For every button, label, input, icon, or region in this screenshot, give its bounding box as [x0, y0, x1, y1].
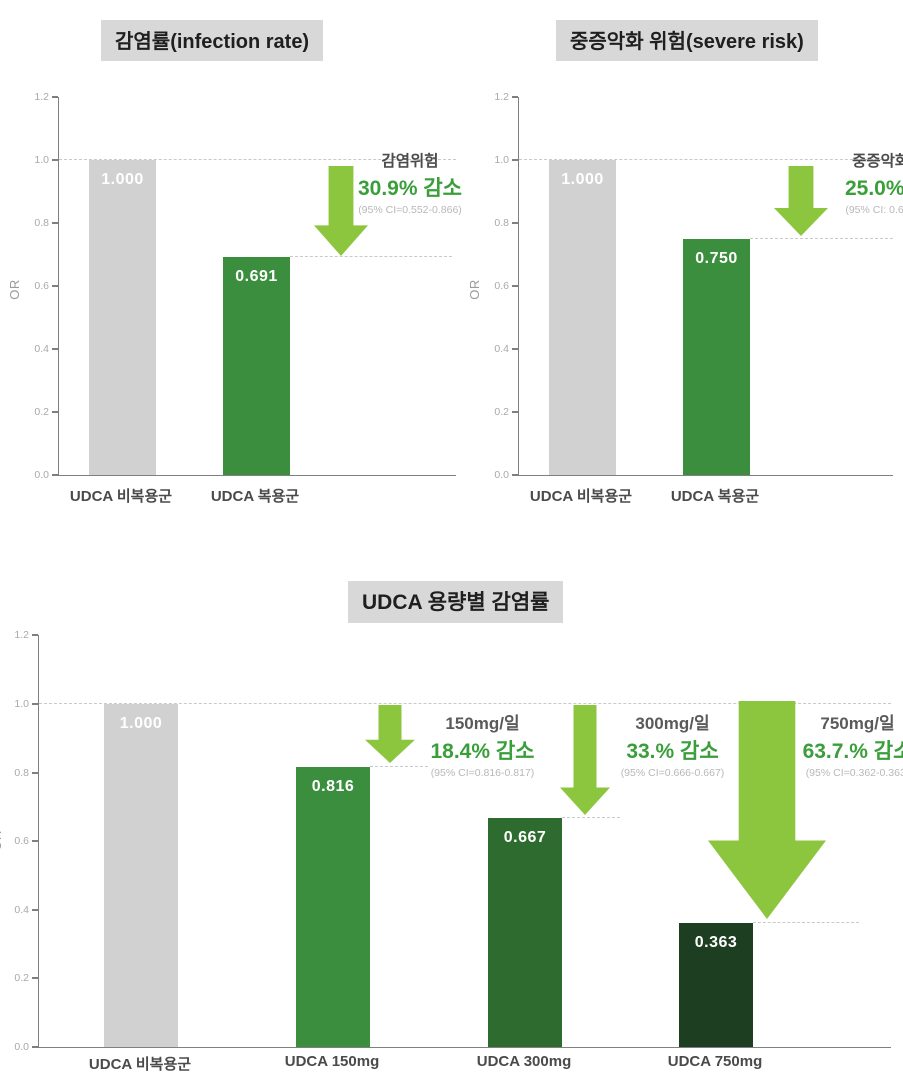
x-tick-label: UDCA 150mg	[284, 1053, 380, 1070]
x-tick-label: UDCA 복용군	[210, 488, 300, 505]
plot-area: 0.0 0.2 0.4 0.6 0.8 1.0 1.2 1.000 0.691	[34, 91, 456, 481]
y-tick-label: 1.0	[479, 152, 518, 168]
chart-title: 중증악화 위험(severe risk)	[556, 20, 818, 61]
reference-line-treated	[290, 256, 452, 258]
bar-udca-300mg: 0.667	[488, 818, 562, 1047]
x-tick-label: UDCA 비복용군	[88, 1056, 192, 1073]
annotation-heading: 감염위험	[381, 153, 439, 170]
bar-value-label: 0.363	[694, 933, 738, 951]
annotation-heading: 중증악화 위험	[852, 153, 903, 170]
annotation-ci: (95% CI=0.816-0.817)	[430, 767, 535, 779]
annotation-highlight: 33.% 감소	[626, 740, 719, 763]
chart-infection-rate: 감염률(infection rate) OR 0.0 0.2 0.4 0.6 0…	[0, 0, 462, 560]
annotation-ci: (95% CI=0.666-0.667)	[620, 767, 725, 779]
reference-line-1.0	[519, 159, 893, 160]
reference-line-750mg	[753, 921, 859, 923]
reference-line-1.0	[39, 703, 891, 704]
y-tick-label: 0.8	[0, 765, 38, 781]
bar-udca-control: 1.000	[89, 160, 156, 475]
annotation-highlight: 18.4% 감소	[430, 740, 535, 763]
annotation-300mg: 300mg/일 33.% 감소 (95% CI=0.666-0.667)	[600, 709, 745, 779]
bar-value-label: 1.000	[119, 715, 163, 732]
y-tick-label: 1.2	[19, 89, 58, 105]
annotation-highlight: 63.7.% 감소	[802, 740, 903, 763]
annotation-heading: 300mg/일	[635, 714, 710, 733]
bar-udca-control: 1.000	[104, 704, 178, 1047]
bar-value-label: 0.667	[503, 829, 547, 847]
y-tick-label: 0.4	[19, 341, 58, 357]
bar-value-label: 1.000	[101, 171, 144, 188]
y-tick-label: 0.0	[19, 467, 58, 483]
chart-title: UDCA 용량별 감염률	[348, 581, 564, 623]
y-tick-label: 1.0	[0, 696, 38, 712]
annotation-highlight: 30.9% 감소	[357, 177, 463, 200]
bar-value-label: 1.000	[561, 171, 604, 188]
y-tick-label: 1.2	[0, 627, 38, 643]
annotation-750mg: 750mg/일 63.7.% 감소 (95% CI=0.362-0.363)	[785, 709, 903, 779]
bar-value-label: 0.750	[695, 249, 738, 267]
y-tick-label: 0.2	[19, 404, 58, 420]
annotation-ci: (95% CI: 0.638-0.882)	[845, 204, 903, 216]
bar-udca-150mg: 0.816	[296, 767, 370, 1047]
reference-line-1.0	[59, 159, 456, 160]
y-tick-label: 0.0	[479, 467, 518, 483]
y-tick-label: 0.0	[0, 1039, 38, 1055]
y-tick-label: 0.4	[479, 341, 518, 357]
bar-udca-control: 1.000	[549, 160, 616, 475]
x-tick-label: UDCA 비복용군	[69, 488, 173, 505]
y-tick-label: 0.8	[479, 215, 518, 231]
y-tick-label: 0.6	[479, 278, 518, 294]
annotation-ci: (95% CI=0.362-0.363)	[805, 767, 903, 779]
y-tick-label: 0.8	[19, 215, 58, 231]
x-tick-label: UDCA 300mg	[476, 1053, 572, 1070]
bar-value-label: 0.691	[235, 268, 278, 286]
y-tick-label: 1.0	[19, 152, 58, 168]
reference-line-300mg	[562, 817, 620, 819]
y-tick-label: 0.6	[0, 833, 38, 849]
annotation-heading: 750mg/일	[820, 714, 895, 733]
plot-area: 0.0 0.2 0.4 0.6 0.8 1.0 1.2 1.000 0.816 …	[14, 629, 891, 1053]
y-tick-label: 0.2	[479, 404, 518, 420]
annotation-150mg: 150mg/일 18.4% 감소 (95% CI=0.816-0.817)	[410, 709, 555, 779]
y-tick-label: 0.2	[0, 970, 38, 986]
y-tick-label: 0.6	[19, 278, 58, 294]
x-tick-label: UDCA 비복용군	[529, 488, 633, 505]
reference-line-150mg	[370, 766, 428, 768]
x-tick-label: UDCA 복용군	[670, 488, 760, 505]
bar-udca-treated: 0.750	[683, 238, 750, 475]
chart-dose-infection-rate: UDCA 용량별 감염률 OR 0.0 0.2 0.4 0.6 0.8 1.0 …	[0, 575, 903, 1086]
annotation-severe: 중증악화 위험 25.0% 감소 (95% CI: 0.638-0.882)	[822, 149, 903, 216]
reference-line-treated	[750, 237, 893, 239]
bar-value-label: 0.816	[311, 778, 355, 796]
annotation-infection: 감염위험 30.9% 감소 (95% CI=0.552-0.866)	[350, 149, 470, 216]
plot-area: 0.0 0.2 0.4 0.6 0.8 1.0 1.2 1.000 0.750	[494, 91, 893, 481]
annotation-highlight: 25.0% 감소	[844, 177, 903, 200]
chart-title: 감염률(infection rate)	[101, 20, 324, 61]
annotation-ci: (95% CI=0.552-0.866)	[358, 204, 462, 216]
chart-severe-risk: 중증악화 위험(severe risk) OR 0.0 0.2 0.4 0.6 …	[460, 0, 903, 560]
y-tick-label: 0.4	[0, 902, 38, 918]
annotation-heading: 150mg/일	[445, 714, 520, 733]
y-tick-label: 1.2	[479, 89, 518, 105]
x-tick-label: UDCA 750mg	[667, 1053, 763, 1070]
bar-udca-treated: 0.691	[223, 257, 290, 475]
bar-udca-750mg: 0.363	[679, 922, 753, 1047]
